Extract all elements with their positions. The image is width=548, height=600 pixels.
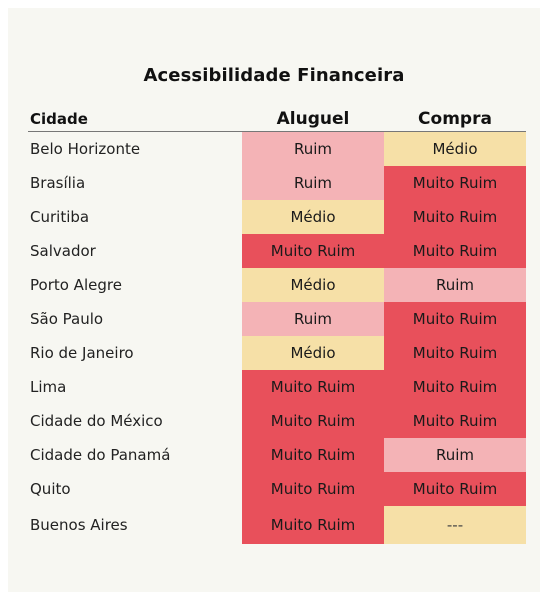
city-cell: Buenos Aires (30, 516, 128, 534)
rent-cell: Ruim (242, 302, 384, 336)
table-row: Belo Horizonte Ruim Médio (28, 131, 526, 166)
buy-cell: --- (384, 506, 526, 544)
table-row: Cidade do México Muito Ruim Muito Ruim (28, 404, 526, 438)
buy-cell: Muito Ruim (384, 472, 526, 506)
rent-cell: Muito Ruim (242, 472, 384, 506)
table-row: Brasília Ruim Muito Ruim (28, 166, 526, 200)
rent-cell: Muito Ruim (242, 404, 384, 438)
city-cell: Belo Horizonte (30, 140, 141, 158)
table-row: Rio de Janeiro Médio Muito Ruim (28, 336, 526, 370)
buy-cell: Médio (384, 131, 526, 166)
buy-cell: Muito Ruim (384, 200, 526, 234)
rent-cell: Médio (242, 268, 384, 302)
buy-cell: Muito Ruim (384, 370, 526, 404)
city-cell: Porto Alegre (30, 276, 122, 294)
city-cell: Quito (30, 480, 71, 498)
buy-cell: Muito Ruim (384, 404, 526, 438)
header-buy: Compra (384, 107, 526, 132)
city-cell: Lima (30, 378, 67, 396)
city-cell: Rio de Janeiro (30, 344, 134, 362)
city-cell: Cidade do México (30, 412, 163, 430)
rent-cell: Médio (242, 336, 384, 370)
table-row: Cidade do Panamá Muito Ruim Ruim (28, 438, 526, 472)
table-row: Quito Muito Ruim Muito Ruim (28, 472, 526, 506)
header-rent: Aluguel (242, 107, 384, 132)
city-cell: Brasília (30, 174, 86, 192)
buy-cell: Muito Ruim (384, 302, 526, 336)
rent-cell: Muito Ruim (242, 370, 384, 404)
buy-cell: Muito Ruim (384, 234, 526, 268)
affordability-table: Cidade Aluguel Compra Belo Horizonte Rui… (28, 107, 526, 544)
buy-cell: Muito Ruim (384, 336, 526, 370)
buy-cell: Ruim (384, 268, 526, 302)
city-cell: Salvador (30, 242, 96, 260)
rent-cell: Ruim (242, 166, 384, 200)
header-row: Cidade Aluguel Compra (28, 107, 526, 132)
affordability-card: Acessibilidade Financeira Cidade Aluguel… (8, 8, 540, 592)
rent-cell: Muito Ruim (242, 234, 384, 268)
table-row: Porto Alegre Médio Ruim (28, 268, 526, 302)
table-row: Lima Muito Ruim Muito Ruim (28, 370, 526, 404)
table-row: Curitiba Médio Muito Ruim (28, 200, 526, 234)
table-title: Acessibilidade Financeira (143, 65, 405, 86)
city-cell: São Paulo (30, 310, 104, 328)
city-cell: Curitiba (30, 208, 90, 226)
table-row: Buenos Aires Muito Ruim --- (28, 506, 526, 544)
table-row: São Paulo Ruim Muito Ruim (28, 302, 526, 336)
buy-cell: Ruim (384, 438, 526, 472)
header-city: Cidade (28, 107, 242, 132)
rent-cell: Muito Ruim (242, 438, 384, 472)
rent-cell: Ruim (242, 131, 384, 166)
table-row: Salvador Muito Ruim Muito Ruim (28, 234, 526, 268)
city-cell: Cidade do Panamá (30, 446, 171, 464)
rent-cell: Médio (242, 200, 384, 234)
rent-cell: Muito Ruim (242, 506, 384, 544)
buy-cell: Muito Ruim (384, 166, 526, 200)
